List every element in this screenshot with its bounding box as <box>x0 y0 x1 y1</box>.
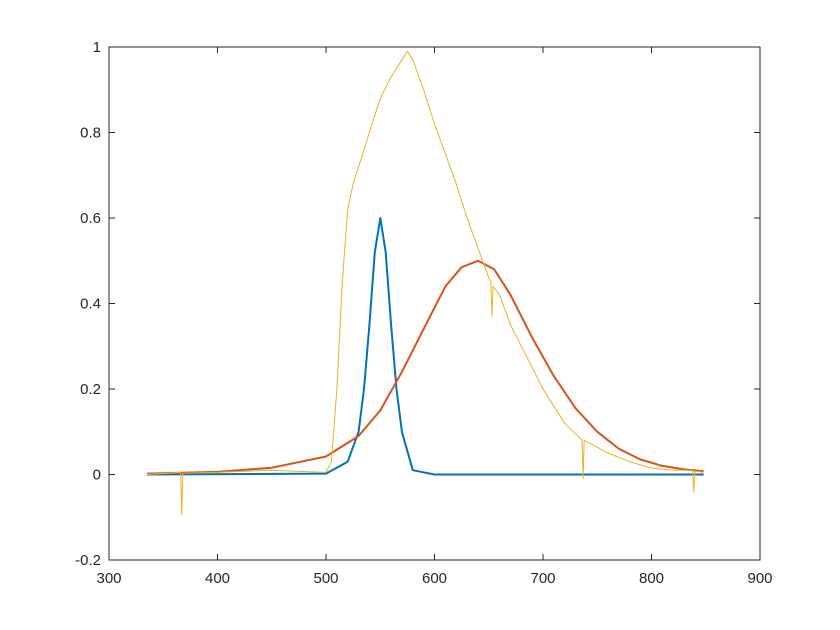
x-tick-label: 500 <box>313 570 338 587</box>
y-tick-label: 0.2 <box>80 381 101 398</box>
x-tick-label: 400 <box>205 570 230 587</box>
x-tick-label: 800 <box>639 570 664 587</box>
y-tick-label: 0.6 <box>80 210 101 227</box>
x-tick-label: 700 <box>530 570 555 587</box>
x-tick-label: 600 <box>422 570 447 587</box>
y-tick-label: 0 <box>93 467 101 484</box>
y-tick-label: 0.8 <box>80 125 101 142</box>
series-line-3 <box>146 50 704 516</box>
x-tick-label: 900 <box>747 570 772 587</box>
ticks-layer: 300 400 500 600 700 800 900 -0.2 0 0.2 0.4 0.6 0.8 1 <box>75 39 772 587</box>
series-layer <box>146 50 704 516</box>
y-tick-label: -0.2 <box>75 552 101 569</box>
x-tick-label: 300 <box>96 570 121 587</box>
y-tick-label: 1 <box>93 39 101 56</box>
y-tick-label: 0.4 <box>80 296 101 313</box>
series-line-1 <box>146 217 704 476</box>
series-line-2 <box>146 259 704 475</box>
